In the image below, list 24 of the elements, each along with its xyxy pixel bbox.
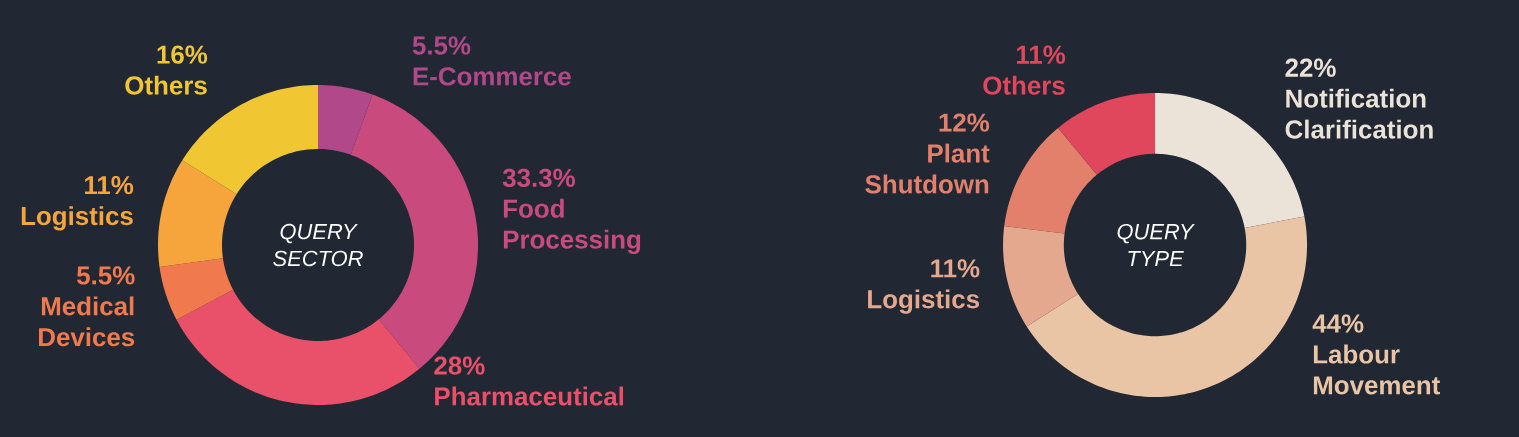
data-label: 16% (157, 45, 208, 64)
slice-label: Logistics (21, 206, 133, 231)
data-label: 5.5% (76, 266, 135, 285)
data-label: 11% (931, 259, 980, 278)
data-label: 11% (85, 176, 134, 195)
data-label: 11% (1016, 45, 1066, 64)
slice-label: Logistics (868, 289, 980, 314)
data-label: 22% (1285, 58, 1336, 77)
slice-label: Others (983, 75, 1065, 95)
slice-label: Labour Movement (1313, 344, 1440, 395)
slice-label: Plant Shutdown (865, 143, 990, 194)
text: QUERY SECTOR (273, 223, 363, 267)
slice-label: Pharmaceutical (435, 386, 624, 406)
slice-label: Others (125, 75, 207, 95)
text: QUERY TYPE (1117, 223, 1195, 267)
slice-label: E-Commerce (413, 67, 571, 86)
slice-label: Notification Clarification (1285, 88, 1433, 139)
slice-label: Food Processing (503, 198, 641, 254)
data-label: 12% (939, 113, 990, 132)
slice-label: Medical Devices (39, 296, 135, 347)
data-label: 28% (434, 356, 485, 375)
data-label: 44% (1312, 314, 1364, 333)
data-label: 5.5% (412, 36, 471, 55)
data-label: 33.3% (502, 168, 575, 188)
